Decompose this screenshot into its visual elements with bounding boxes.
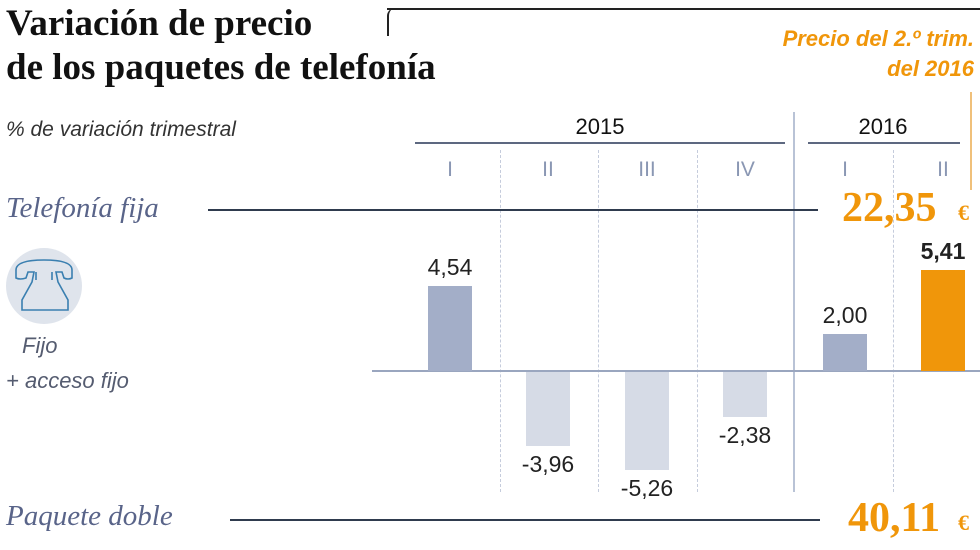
title-line-2: de los paquetes de telefonía bbox=[6, 47, 436, 88]
currency-symbol: € bbox=[958, 200, 969, 225]
data-label: 4,54 bbox=[427, 254, 473, 281]
data-label: 2,00 bbox=[822, 301, 868, 328]
bar bbox=[723, 372, 767, 417]
quarter-separator bbox=[697, 150, 698, 492]
data-label: 5,41 bbox=[920, 237, 966, 264]
year-label-2016: 2016 bbox=[858, 114, 908, 139]
series-rule-top bbox=[208, 209, 818, 211]
series-label-telefonia-fija: Telefonía fija bbox=[6, 192, 159, 224]
year-rule-2015 bbox=[415, 142, 785, 144]
data-label: -3,96 bbox=[521, 451, 575, 478]
price-note-line-1: Precio del 2.º trim. bbox=[782, 26, 974, 51]
title-rule-hook bbox=[387, 8, 399, 36]
quarter-label: III bbox=[638, 158, 656, 181]
currency-symbol: € bbox=[958, 510, 969, 535]
quarter-separator bbox=[893, 150, 894, 492]
title-rule bbox=[387, 8, 980, 10]
bar bbox=[823, 333, 867, 371]
series-rule-bottom bbox=[230, 519, 820, 521]
legend-line-1: Fijo bbox=[22, 333, 58, 358]
zero-baseline bbox=[372, 370, 980, 372]
bar bbox=[921, 269, 965, 371]
quarter-label: II bbox=[542, 158, 554, 181]
year-divider bbox=[793, 112, 795, 492]
year-label-2015: 2015 bbox=[575, 114, 625, 139]
quarter-label: II bbox=[937, 158, 949, 181]
series-label-paquete-doble: Paquete doble bbox=[6, 500, 173, 532]
chart-title: Variación de precio de los paquetes de t… bbox=[6, 2, 436, 90]
title-line-1: Variación de precio bbox=[6, 3, 313, 44]
quarter-label: IV bbox=[735, 158, 755, 181]
year-rule-2016 bbox=[808, 142, 960, 144]
bar bbox=[526, 372, 570, 447]
bar bbox=[625, 372, 669, 471]
quarter-label: I bbox=[842, 158, 848, 181]
price-pointer-line bbox=[970, 92, 972, 190]
telephone-icon bbox=[6, 248, 82, 324]
data-label: -2,38 bbox=[718, 421, 772, 448]
chart-subtitle: % de variación trimestral bbox=[6, 118, 236, 141]
quarter-separator bbox=[598, 150, 599, 492]
price-note-line-2: del 2016 bbox=[887, 56, 974, 81]
price-paquete-doble: 40,11 bbox=[848, 495, 941, 541]
bar bbox=[428, 286, 472, 371]
quarter-separator bbox=[500, 150, 501, 492]
quarter-label: I bbox=[447, 158, 453, 181]
price-telefonia-fija: 22,35 bbox=[842, 185, 937, 231]
data-label: -5,26 bbox=[620, 475, 674, 502]
legend-line-2: + acceso fijo bbox=[6, 368, 129, 393]
price-note: Precio del 2.º trim. del 2016 bbox=[783, 24, 974, 84]
